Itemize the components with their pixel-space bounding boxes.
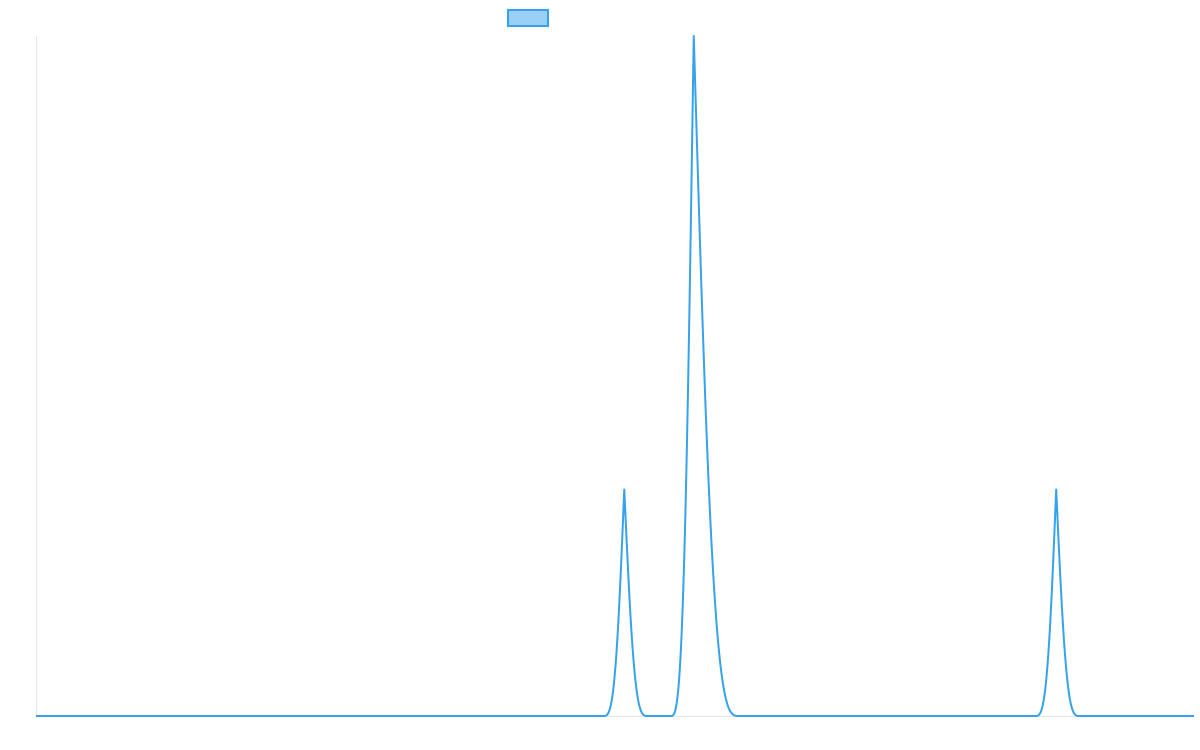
legend-swatch[interactable]: [507, 9, 549, 27]
legend: [507, 9, 549, 27]
series-layer: [35, 33, 1195, 717]
peak-point-0[interactable]: [621, 487, 627, 493]
series-line-0[interactable]: [35, 35, 1195, 717]
peak-point-2[interactable]: [1053, 487, 1059, 493]
peak-point-1[interactable]: [691, 33, 697, 39]
